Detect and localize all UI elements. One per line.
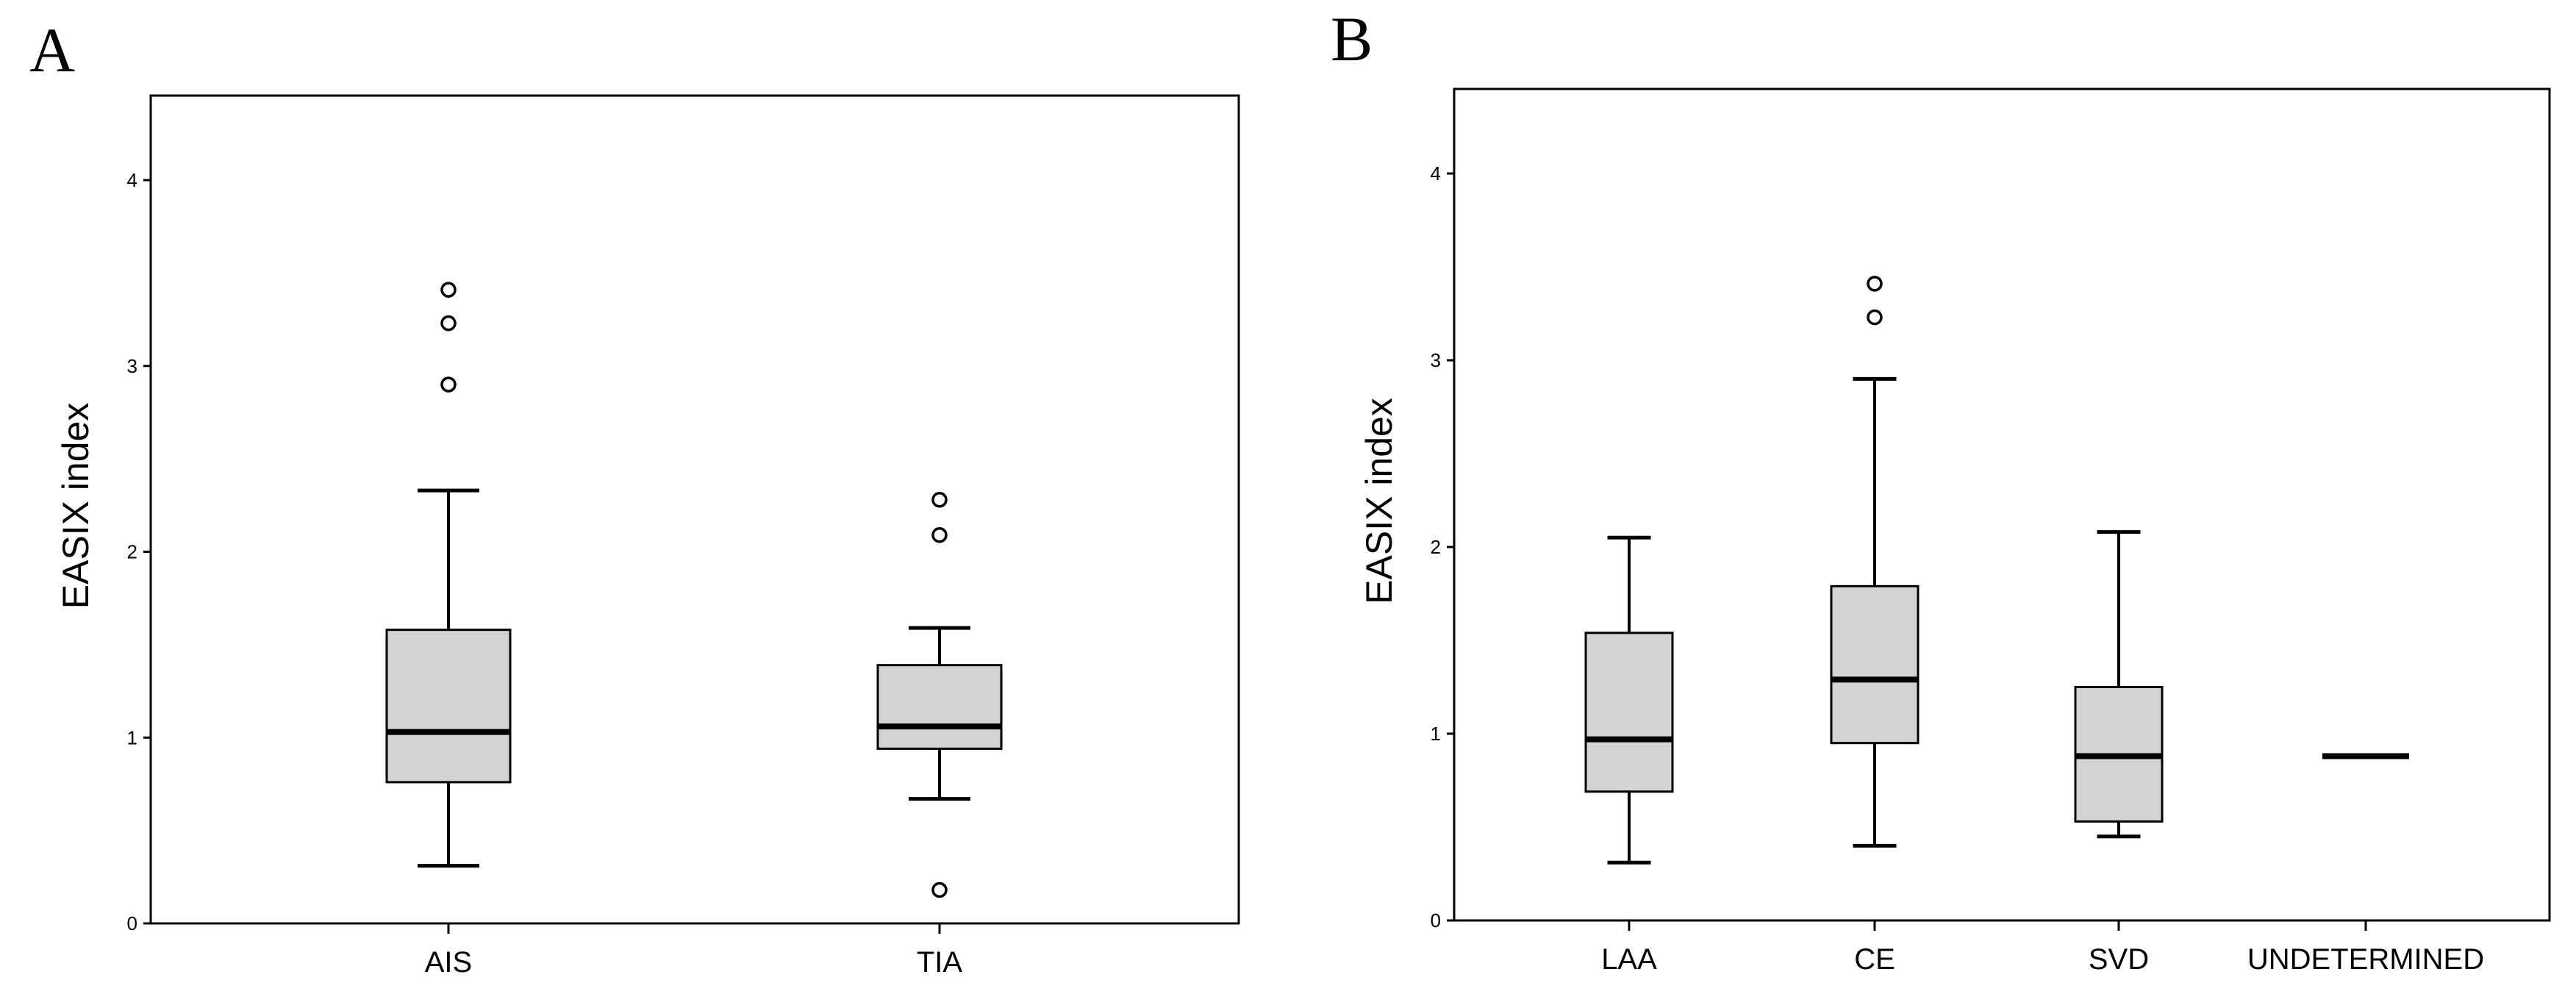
panel-a: A 0 1 2 3 4 EASIX index AIS TIA <box>29 15 1240 979</box>
x-tick-label: TIA <box>917 946 963 979</box>
y-tick-label: 0 <box>1431 909 1441 931</box>
outlier-point <box>440 315 457 332</box>
y-tick-label: 0 <box>127 912 137 934</box>
x-tick-label: UNDETERMINED <box>2247 943 2484 976</box>
y-tick-label: 3 <box>1431 349 1441 371</box>
box-group-laa <box>1584 535 1674 865</box>
y-tick-label: 3 <box>127 355 137 377</box>
iqr-box <box>1584 632 1674 793</box>
outlier-point <box>440 282 457 298</box>
box-group-tia <box>876 491 1003 898</box>
y-tick-label: 2 <box>127 541 137 563</box>
outlier-point <box>931 491 948 508</box>
y-axis-title: EASIX index <box>1359 398 1400 604</box>
outlier-point <box>931 527 948 543</box>
box-group-svd <box>2074 530 2164 839</box>
x-tick-label: CE <box>1854 943 1895 976</box>
panel-label: A <box>29 15 75 85</box>
y-tick-label: 2 <box>1431 536 1441 558</box>
box-group-ce <box>1830 276 1920 848</box>
outlier-point <box>1867 276 1883 292</box>
y-axis-title: EASIX index <box>55 403 96 609</box>
outlier-point <box>440 376 457 393</box>
box-group-ais <box>385 282 512 868</box>
y-tick-label: 1 <box>1431 723 1441 745</box>
plot-frame <box>149 94 1240 925</box>
panel-b: B 0 1 2 3 4 EASIX index LAA CE SVD UNDETERMINED <box>1331 4 2551 976</box>
outlier-point <box>931 881 948 898</box>
iqr-box <box>876 664 1003 750</box>
y-tick-label: 4 <box>127 169 137 191</box>
panel-label: B <box>1331 4 1373 74</box>
x-tick-label: LAA <box>1601 943 1657 976</box>
outlier-point <box>1867 309 1883 326</box>
y-tick-label: 1 <box>127 726 137 748</box>
iqr-box <box>385 629 512 784</box>
plot-frame <box>1453 87 2551 922</box>
x-tick-label: AIS <box>425 946 472 979</box>
x-tick-label: SVD <box>2089 943 2149 976</box>
y-tick-label: 4 <box>1431 162 1441 185</box>
iqr-box <box>1830 584 1920 745</box>
